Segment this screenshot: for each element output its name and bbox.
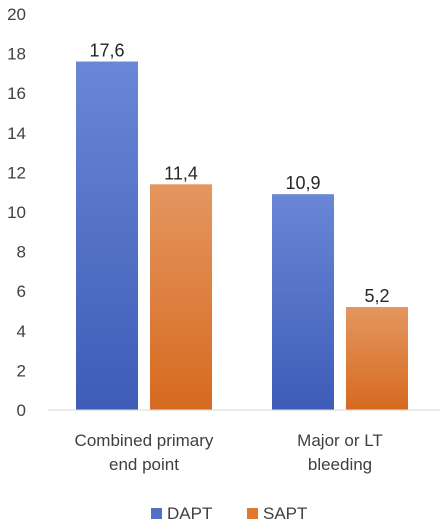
y-tick-label: 2 [17, 361, 26, 380]
y-tick-label: 4 [17, 322, 26, 341]
y-tick-label: 6 [17, 282, 26, 301]
y-tick-label: 16 [7, 84, 26, 103]
y-tick-label: 18 [7, 45, 26, 64]
x-axis: Combined primary end point Major or LT blee… [48, 409, 440, 474]
y-tick-label: 12 [7, 163, 26, 182]
legend-label-sapt: SAPT [263, 504, 307, 523]
bar-sapt-0 [150, 184, 212, 410]
y-tick-label: 10 [7, 203, 26, 222]
x-tick-label: Combined primary [75, 431, 214, 450]
x-tick-label: bleeding [308, 455, 372, 474]
bars: 17,6 11,4 10,9 5,2 [76, 41, 408, 411]
y-tick-label: 0 [17, 401, 26, 420]
data-label-dapt-1: 10,9 [285, 173, 320, 193]
legend: DAPT SAPT [151, 504, 307, 523]
bar-sapt-1 [346, 307, 408, 410]
x-tick-label: Major or LT [297, 431, 383, 450]
y-tick-label: 20 [7, 5, 26, 24]
data-label-sapt-1: 5,2 [364, 286, 389, 306]
legend-swatch-dapt [151, 508, 162, 519]
bar-dapt-1 [272, 194, 334, 410]
y-tick-label: 14 [7, 124, 26, 143]
data-label-dapt-0: 17,6 [89, 41, 124, 61]
legend-label-dapt: DAPT [167, 504, 212, 523]
bar-dapt-0 [76, 61, 138, 411]
legend-swatch-sapt [247, 508, 258, 519]
data-label-sapt-0: 11,4 [164, 163, 198, 183]
y-axis: 0 2 4 6 8 10 12 14 16 18 20 [7, 5, 26, 420]
x-tick-label: end point [109, 455, 179, 474]
y-tick-label: 8 [17, 243, 26, 262]
